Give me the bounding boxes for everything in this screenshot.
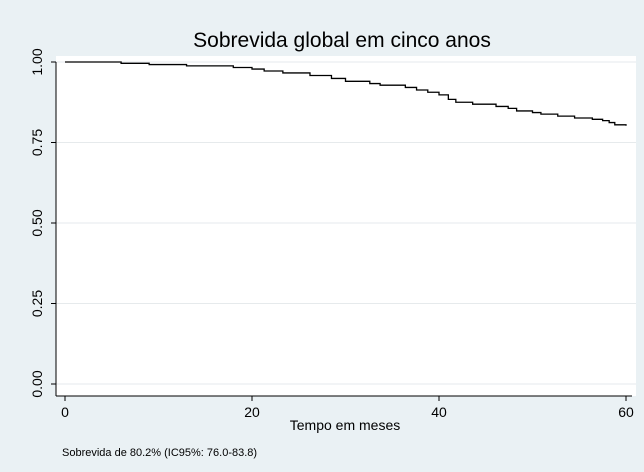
x-tick-label-1: 20 bbox=[244, 404, 260, 420]
y-tick-label-0: 0.00 bbox=[29, 370, 45, 397]
chart-title: Sobrevida global em cinco anos bbox=[193, 29, 491, 52]
x-tick-label-3: 60 bbox=[618, 404, 634, 420]
x-tick-label-2: 40 bbox=[431, 404, 447, 420]
survival-curve bbox=[65, 61, 627, 126]
x-tick-label-0: 0 bbox=[61, 404, 69, 420]
y-tick-label-1: 0.25 bbox=[29, 290, 45, 317]
plot-background bbox=[56, 56, 636, 396]
x-axis-label: Tempo em meses bbox=[290, 417, 400, 433]
y-tick-label-4: 1.00 bbox=[29, 48, 45, 75]
y-tick-label-2: 0.50 bbox=[29, 209, 45, 236]
plot-area: 0.00 0.25 0.50 0.75 1.00 0 20 40 60 bbox=[29, 48, 636, 420]
y-tick-label-3: 0.75 bbox=[29, 129, 45, 156]
chart-note: Sobrevida de 80.2% (IC95%: 76.0-83.8) bbox=[62, 447, 257, 459]
